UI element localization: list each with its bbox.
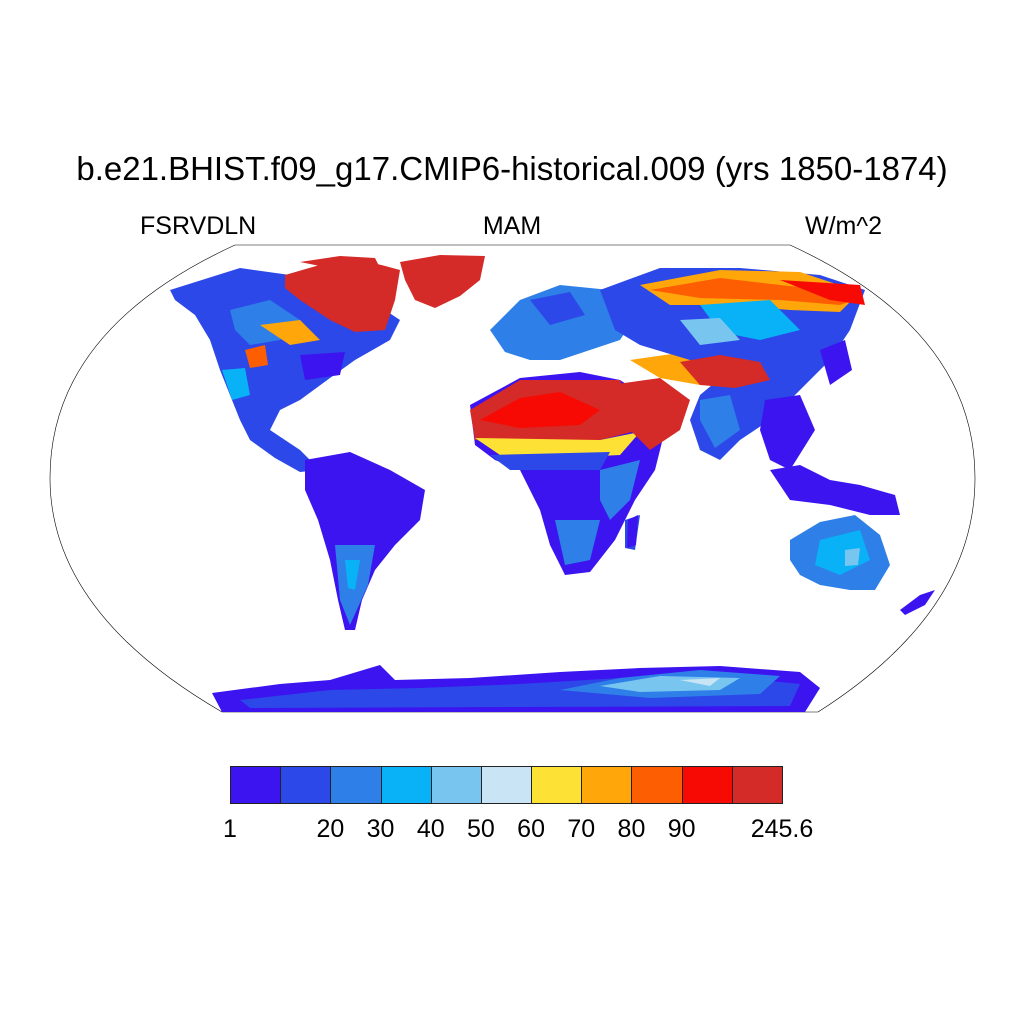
landmass-se-asia-islands: [770, 465, 900, 515]
landmass-canadian-arctic: [285, 262, 400, 332]
colorbar-tick-label: 90: [667, 815, 696, 843]
landmass-greenland: [400, 255, 485, 308]
colorbar-tick-label: 30: [366, 815, 395, 843]
colorbar-swatch: [380, 766, 432, 804]
colorbar-tick-label: 50: [467, 815, 495, 843]
region-tibetan-plateau: [680, 355, 770, 388]
colorbar-swatch: [631, 766, 683, 804]
colorbar-tick-label: 245.6: [750, 815, 814, 843]
plot-title: b.e21.BHIST.f09_g17.CMIP6-historical.009…: [76, 150, 948, 187]
colorbar-tick-label: 20: [316, 815, 345, 843]
colorbar-swatch: [581, 766, 633, 804]
colorbar-tick-label: 1: [223, 815, 237, 843]
colorbar-swatch: [731, 766, 783, 804]
landmass-new-zealand: [900, 590, 935, 615]
colorbar-swatch: [330, 766, 382, 804]
colorbar-swatch: [480, 766, 533, 804]
landmass-south-america: [305, 452, 425, 630]
colorbar-swatch: [230, 766, 282, 804]
colorbar-swatch: [280, 766, 332, 804]
colorbar-tick-label: 70: [567, 815, 596, 843]
colorbar-tick-label: 40: [416, 815, 445, 843]
colorbar-tick-label: 60: [517, 815, 545, 843]
landmass-madagascar: [627, 515, 638, 548]
landmass-europe: [490, 285, 640, 360]
units-label: W/m^2: [804, 212, 882, 240]
colorbar-swatch: [430, 766, 482, 804]
colorbar-tick-label: 80: [617, 815, 646, 843]
season-label: MAM: [482, 212, 542, 240]
variable-label: FSRVDLN: [140, 212, 257, 240]
colorbar-swatch: [681, 766, 733, 804]
landmass-arabia: [610, 378, 690, 450]
colorbar-swatch: [531, 766, 583, 804]
